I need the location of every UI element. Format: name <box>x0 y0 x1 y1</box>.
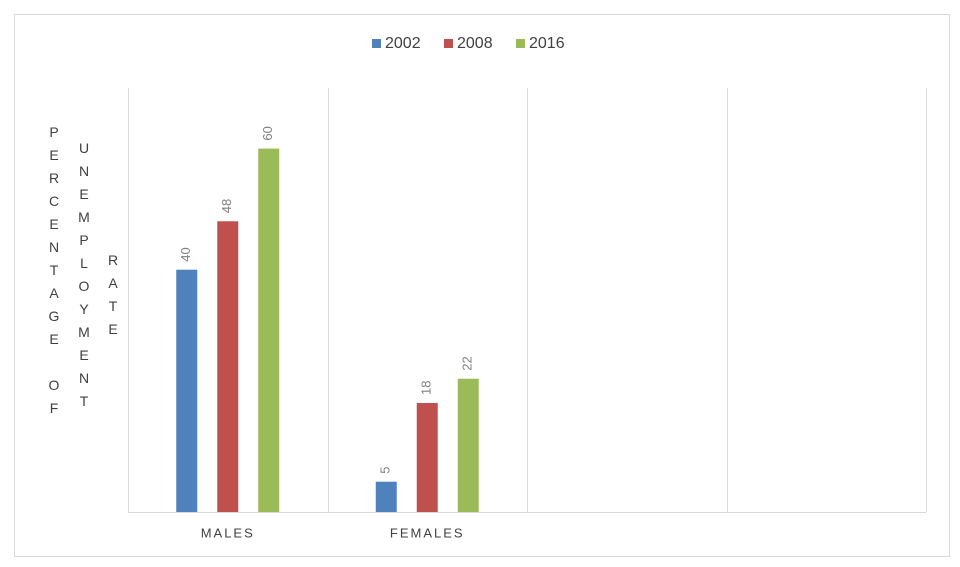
x-tick-label: MALES <box>201 525 255 540</box>
legend-label: 2016 <box>529 35 565 52</box>
y-axis-label: PERCENTAGE OF <box>46 124 62 423</box>
bar <box>217 221 239 512</box>
bar <box>416 402 438 512</box>
bar <box>176 269 198 512</box>
data-label: 18 <box>419 381 434 395</box>
bar <box>375 481 397 512</box>
legend-label: 2002 <box>385 35 421 52</box>
legend-label: 2008 <box>457 35 493 52</box>
data-label: 48 <box>219 199 234 213</box>
data-label: 60 <box>260 126 275 140</box>
legend-swatch <box>372 39 381 48</box>
data-label: 5 <box>378 466 393 473</box>
legend-swatch <box>516 39 525 48</box>
y-axis-label: UNEMPLOYMENT <box>76 140 92 416</box>
legend-swatch <box>444 39 453 48</box>
chart-border <box>14 14 950 557</box>
data-label: 40 <box>178 247 193 261</box>
data-label: 22 <box>460 356 475 370</box>
x-tick-label: FEMALES <box>390 525 465 540</box>
bar <box>258 148 280 513</box>
y-axis-label: RATE <box>105 252 121 344</box>
bar <box>457 378 479 512</box>
